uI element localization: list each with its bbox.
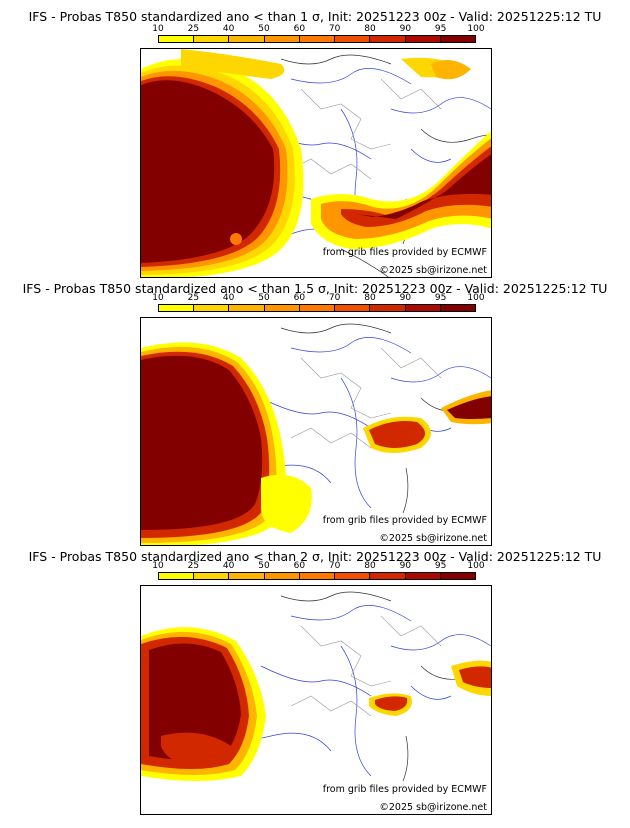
colorbar-tick-label: 90	[399, 561, 412, 571]
colorbar-swatch	[194, 305, 230, 311]
colorbar-swatch	[370, 305, 406, 311]
colorbar-tick-label: 100	[467, 561, 485, 571]
panel-title: IFS - Probas T850 standardized ano < tha…	[22, 281, 608, 296]
colorbar-tick-label: 60	[293, 24, 306, 34]
colorbar-swatch	[370, 573, 406, 579]
colorbar	[158, 572, 476, 580]
colorbar-tick-label: 25	[187, 561, 200, 571]
colorbar-swatch	[440, 305, 475, 311]
colorbar-tick-label: 50	[258, 293, 270, 303]
colorbar-swatch	[229, 305, 265, 311]
colorbar-labels: 10 25 40 50 60 70 80 90 95 100	[152, 293, 484, 303]
copyright-credit: ©2025 sb@irizone.net	[379, 265, 487, 276]
colorbar-swatch	[335, 36, 371, 42]
colorbar-swatch	[264, 36, 300, 42]
colorbar-tick-label: 25	[187, 24, 200, 34]
colorbar-tick-label: 10	[152, 24, 164, 34]
colorbar-tick-label: 80	[364, 561, 376, 571]
colorbar-tick-label: 80	[364, 24, 376, 34]
colorbar-swatch	[229, 36, 265, 42]
colorbar-tick-label: 70	[328, 24, 341, 34]
colorbar-swatch	[299, 573, 336, 579]
colorbar-swatch	[159, 573, 195, 579]
colorbar-swatch	[159, 305, 195, 311]
colorbar-tick-label: 95	[434, 24, 447, 34]
colorbar-tick-label: 40	[222, 293, 235, 303]
colorbar-swatch	[299, 36, 336, 42]
colorbar-swatch	[440, 36, 475, 42]
colorbar-tick-label: 95	[434, 293, 447, 303]
colorbar	[158, 35, 476, 43]
colorbar-swatch	[370, 36, 406, 42]
colorbar-tick-label: 95	[434, 561, 447, 571]
colorbar-swatch	[440, 573, 475, 579]
colorbar-tick-label: 70	[328, 293, 341, 303]
colorbar-tick-label: 40	[222, 24, 235, 34]
panel-title: IFS - Probas T850 standardized ano < tha…	[28, 9, 602, 24]
colorbar-swatch	[194, 36, 230, 42]
colorbar-swatch	[335, 305, 371, 311]
colorbar-tick-label: 60	[293, 293, 306, 303]
colorbar-swatch	[159, 36, 195, 42]
colorbar-labels: 10 25 40 50 60 70 80 90 95 100	[152, 24, 484, 34]
probability-map: from grib files provided by ECMWF ©2025 …	[140, 317, 492, 546]
colorbar-labels: 10 25 40 50 60 70 80 90 95 100	[152, 561, 484, 571]
source-credit: from grib files provided by ECMWF	[322, 515, 487, 526]
colorbar-tick-label: 50	[258, 561, 270, 571]
colorbar-tick-label: 60	[293, 561, 306, 571]
panel-title: IFS - Probas T850 standardized ano < tha…	[28, 549, 602, 564]
colorbar-swatch	[405, 36, 441, 42]
colorbar-tick-label: 90	[399, 293, 412, 303]
colorbar-tick-label: 100	[467, 293, 485, 303]
colorbar-tick-label: 100	[467, 24, 485, 34]
colorbar-swatch	[264, 305, 300, 311]
probability-map: from grib files provided by ECMWF ©2025 …	[140, 48, 492, 278]
colorbar-tick-label: 80	[364, 293, 376, 303]
colorbar-tick-label: 25	[187, 293, 200, 303]
colorbar-tick-label: 40	[222, 561, 235, 571]
colorbar-tick-label: 50	[258, 24, 270, 34]
colorbar-swatch	[405, 305, 441, 311]
copyright-credit: ©2025 sb@irizone.net	[379, 802, 487, 813]
colorbar-tick-label: 90	[399, 24, 412, 34]
colorbar	[158, 304, 476, 312]
source-credit: from grib files provided by ECMWF	[322, 247, 487, 258]
colorbar-swatch	[335, 573, 371, 579]
copyright-credit: ©2025 sb@irizone.net	[379, 533, 487, 544]
colorbar-tick-label: 10	[152, 561, 164, 571]
probability-map: from grib files provided by ECMWF ©2025 …	[140, 585, 492, 815]
source-credit: from grib files provided by ECMWF	[322, 784, 487, 795]
colorbar-swatch	[405, 573, 441, 579]
colorbar-swatch	[194, 573, 230, 579]
colorbar-swatch	[229, 573, 265, 579]
colorbar-swatch	[264, 573, 300, 579]
colorbar-tick-label: 10	[152, 293, 164, 303]
colorbar-tick-label: 70	[328, 561, 341, 571]
colorbar-swatch	[299, 305, 336, 311]
